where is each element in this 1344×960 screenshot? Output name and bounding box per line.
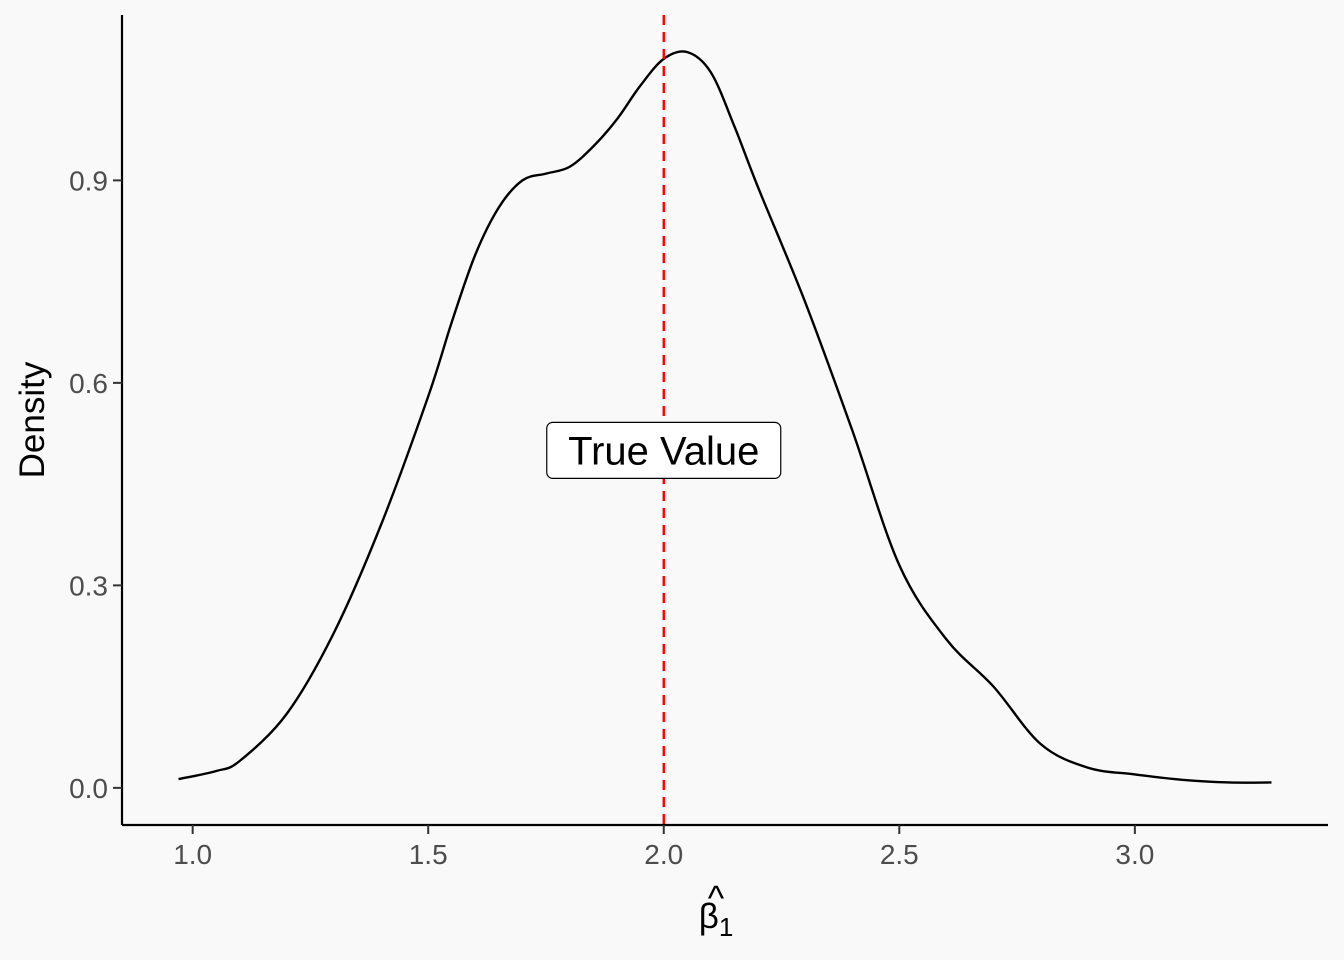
y-tick-label: 0.3: [69, 570, 108, 601]
y-axis-title: Density: [13, 361, 52, 478]
x-axis-hat: ^: [708, 879, 725, 918]
plot-area: True Value: [178, 15, 1272, 825]
x-tick-label: 1.0: [173, 839, 212, 870]
x-tick-label: 2.5: [880, 839, 919, 870]
x-axis-symbol: β: [699, 897, 719, 936]
density-curve-line: [178, 50, 1272, 784]
axes: [120, 15, 1328, 827]
annotation-label-text: True Value: [568, 429, 759, 473]
x-axis-title: β1: [699, 897, 734, 942]
y-tick-label: 0.9: [69, 165, 108, 196]
annotation-label-box: [546, 421, 782, 479]
x-tick-label: 2.0: [644, 839, 683, 870]
y-tick-label: 0.0: [69, 773, 108, 804]
ticks: 1.0 1.5 2.0 2.5 3.0 0.0 0.3 0.6 0.9: [69, 165, 1154, 870]
y-tick-label: 0.6: [69, 368, 108, 399]
true-value-annotation: True Value: [546, 421, 782, 479]
x-tick-label: 1.5: [409, 839, 448, 870]
x-axis-subscript: 1: [719, 912, 733, 942]
x-tick-label: 3.0: [1115, 839, 1154, 870]
